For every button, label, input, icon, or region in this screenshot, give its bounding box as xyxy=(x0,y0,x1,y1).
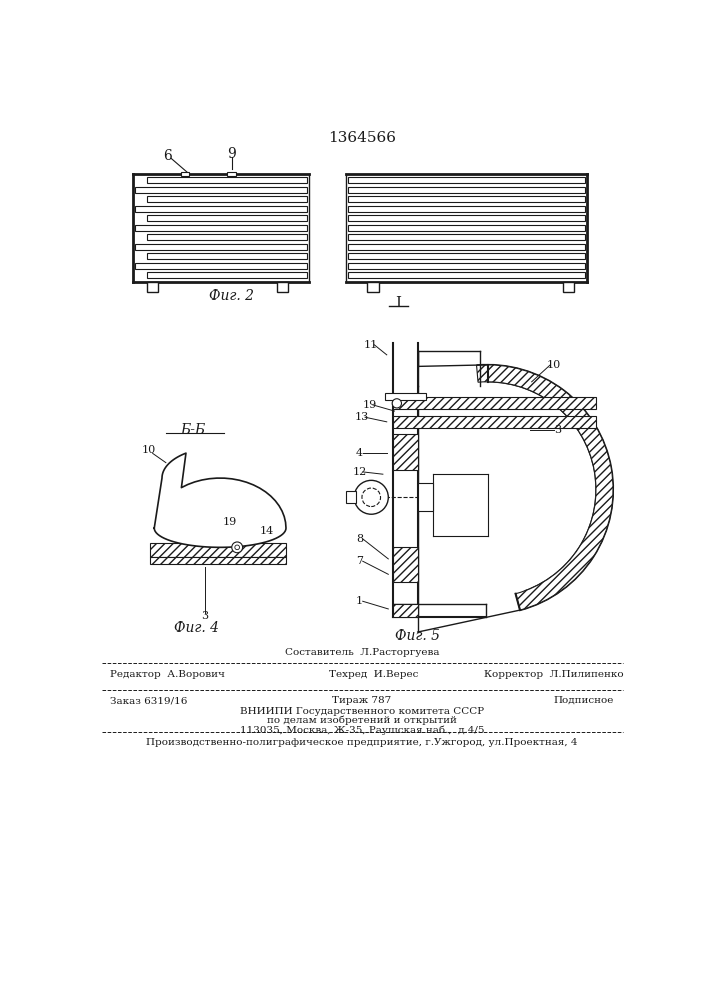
Bar xyxy=(151,557,286,564)
Bar xyxy=(146,215,307,221)
Text: 9: 9 xyxy=(228,147,236,161)
Wedge shape xyxy=(477,365,613,610)
Text: 8: 8 xyxy=(356,534,363,544)
Text: Заказ 6319/16: Заказ 6319/16 xyxy=(110,696,187,705)
Text: 4: 4 xyxy=(356,448,363,458)
Bar xyxy=(182,172,189,176)
Text: Подписное: Подписное xyxy=(554,696,614,705)
Text: 7: 7 xyxy=(356,556,363,566)
Bar xyxy=(348,272,585,278)
Bar xyxy=(393,547,418,582)
Text: 10: 10 xyxy=(547,360,561,370)
Text: Б-Б: Б-Б xyxy=(180,423,206,437)
Text: 19: 19 xyxy=(363,400,377,410)
Bar xyxy=(135,187,307,193)
Bar xyxy=(146,282,158,292)
Bar xyxy=(385,393,426,400)
Bar xyxy=(348,234,585,240)
Bar xyxy=(393,434,418,470)
Bar xyxy=(368,282,379,292)
Text: Редактор  А.Ворович: Редактор А.Ворович xyxy=(110,670,225,679)
Text: Корректор  Л.Пилипенко: Корректор Л.Пилипенко xyxy=(484,670,623,679)
Text: 10: 10 xyxy=(141,445,156,455)
Bar xyxy=(348,206,585,212)
Bar xyxy=(146,253,307,259)
Bar xyxy=(348,244,585,250)
Bar xyxy=(348,196,585,202)
Polygon shape xyxy=(154,453,286,547)
Text: Тираж 787: Тираж 787 xyxy=(332,696,392,705)
Circle shape xyxy=(362,488,380,507)
Bar xyxy=(348,187,585,193)
Text: по делам изобретений и открытий: по делам изобретений и открытий xyxy=(267,716,457,725)
Text: Фиг. 2: Фиг. 2 xyxy=(209,289,255,303)
Text: 19: 19 xyxy=(223,517,238,527)
Bar xyxy=(146,234,307,240)
Bar xyxy=(146,196,307,202)
Circle shape xyxy=(232,542,243,553)
Bar xyxy=(348,215,585,221)
Bar xyxy=(418,483,433,511)
Text: 1364566: 1364566 xyxy=(328,131,396,145)
Bar xyxy=(276,282,288,292)
Text: 14: 14 xyxy=(259,526,274,536)
Text: 1: 1 xyxy=(356,596,363,606)
Text: ВНИИПИ Государственного комитета СССР: ВНИИПИ Государственного комитета СССР xyxy=(240,707,484,716)
Bar xyxy=(563,282,574,292)
Bar xyxy=(227,172,236,176)
Bar xyxy=(348,225,585,231)
Bar xyxy=(348,263,585,269)
Circle shape xyxy=(235,545,240,550)
Bar xyxy=(135,263,307,269)
Bar xyxy=(348,177,585,183)
Bar xyxy=(135,206,307,212)
Bar xyxy=(393,604,418,617)
Text: Производственно-полиграфическое предприятие, г.Ужгород, ул.Проектная, 4: Производственно-полиграфическое предприя… xyxy=(146,738,578,747)
Text: 3: 3 xyxy=(554,425,561,435)
Text: 11: 11 xyxy=(364,340,378,350)
Text: Составитель  Л.Расторгуева: Составитель Л.Расторгуева xyxy=(285,648,439,657)
Bar xyxy=(346,491,356,503)
Text: Фиг. 4: Фиг. 4 xyxy=(175,621,219,635)
Bar xyxy=(348,253,585,259)
Bar xyxy=(146,272,307,278)
Circle shape xyxy=(354,480,388,514)
Bar xyxy=(135,244,307,250)
Text: 13: 13 xyxy=(355,412,369,422)
Text: Техред  И.Верес: Техред И.Верес xyxy=(329,670,418,679)
Bar xyxy=(146,177,307,183)
Text: 6: 6 xyxy=(163,149,172,163)
Bar xyxy=(135,225,307,231)
Text: 12: 12 xyxy=(353,467,367,477)
Text: 113035, Москва, Ж-35, Раушская наб.,  д.4/5: 113035, Москва, Ж-35, Раушская наб., д.4… xyxy=(240,725,484,735)
Bar xyxy=(393,416,596,428)
Circle shape xyxy=(392,399,402,408)
Text: 3: 3 xyxy=(201,611,208,621)
Text: Фиг. 5: Фиг. 5 xyxy=(395,629,440,643)
Bar xyxy=(151,544,286,557)
Text: I: I xyxy=(395,296,402,310)
Bar xyxy=(393,397,596,409)
